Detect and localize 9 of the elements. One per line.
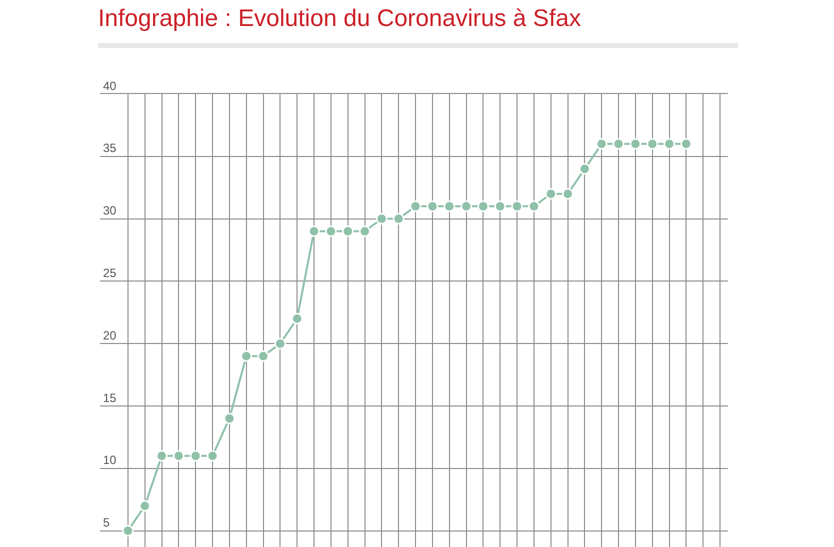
y-tick-label: 15 bbox=[103, 390, 117, 405]
y-tick-label: 10 bbox=[103, 453, 117, 468]
y-tick-label: 30 bbox=[103, 204, 117, 218]
y-tick-label: 40 bbox=[103, 78, 117, 93]
y-tick-label: 20 bbox=[103, 328, 117, 342]
y-tick-label: 25 bbox=[103, 266, 117, 280]
y-tick-label: 35 bbox=[103, 141, 117, 156]
chart-title: Infographie : Evolution du Coronavirus à Sfax bbox=[98, 4, 581, 32]
y-tick-label: 5 bbox=[103, 516, 110, 530]
